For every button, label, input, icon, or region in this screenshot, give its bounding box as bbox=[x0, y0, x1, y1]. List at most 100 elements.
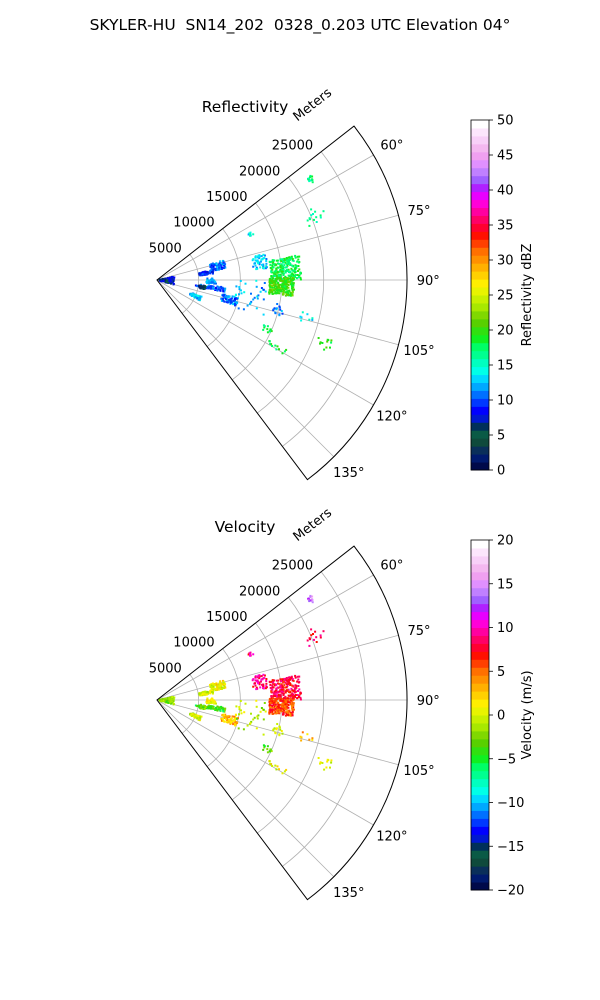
echo-cell bbox=[298, 694, 301, 697]
echo-cell bbox=[209, 683, 211, 686]
echo-cell bbox=[230, 297, 233, 300]
echo-cell bbox=[273, 705, 276, 708]
echo-cell bbox=[277, 259, 279, 262]
echo-cell bbox=[237, 717, 239, 720]
echo-cell bbox=[222, 717, 224, 720]
echo-cell bbox=[273, 286, 276, 289]
echo-cell bbox=[319, 216, 322, 219]
echo-cell bbox=[212, 265, 215, 268]
echo-cell bbox=[210, 698, 212, 701]
polar-frame bbox=[156, 125, 408, 481]
echo-cell bbox=[222, 263, 225, 266]
echo-cell bbox=[319, 634, 322, 637]
echo-cell bbox=[311, 181, 314, 184]
echo-cell bbox=[293, 695, 296, 697]
echo-cell bbox=[270, 288, 273, 291]
echo-cell bbox=[325, 766, 328, 769]
colorbar-tick-label: 0 bbox=[497, 709, 505, 724]
echo-cell bbox=[232, 719, 235, 722]
echo-cell bbox=[196, 705, 199, 708]
echo-cell bbox=[290, 714, 292, 717]
echo-cell bbox=[191, 713, 194, 715]
echo-cell bbox=[254, 682, 256, 685]
echo-cell bbox=[268, 760, 271, 763]
echo-cell bbox=[282, 689, 285, 692]
echo-cell bbox=[167, 701, 170, 704]
echo-cell bbox=[257, 254, 260, 257]
radial-axis-label: Meters bbox=[291, 85, 335, 124]
echo-cell bbox=[203, 708, 206, 710]
echo-cell bbox=[263, 674, 266, 677]
echo-cell bbox=[307, 598, 310, 601]
echo-cell bbox=[262, 298, 265, 301]
echo-cell bbox=[265, 686, 268, 689]
echo-cell bbox=[286, 703, 289, 706]
echo-cell bbox=[209, 285, 212, 288]
grid-spoke bbox=[156, 699, 399, 766]
echo-cell bbox=[218, 706, 221, 709]
echo-cell bbox=[215, 262, 218, 265]
echo-cell bbox=[284, 261, 287, 264]
echo-cell bbox=[294, 691, 296, 694]
echo-cell bbox=[199, 707, 202, 710]
echo-cell bbox=[286, 684, 289, 687]
echo-cell bbox=[235, 297, 238, 300]
colorbar-segment bbox=[471, 802, 489, 811]
echo-cell bbox=[217, 268, 220, 271]
echo-cell bbox=[224, 266, 227, 269]
echo-cell bbox=[276, 271, 279, 274]
echo-cell bbox=[256, 255, 259, 258]
echo-cell bbox=[204, 270, 207, 273]
echo-cell bbox=[260, 680, 262, 683]
echo-cell bbox=[286, 690, 289, 692]
colorbar-segment bbox=[471, 318, 489, 328]
echo-cell bbox=[319, 341, 322, 344]
echo-cell bbox=[287, 683, 290, 686]
colorbar-segment bbox=[471, 786, 489, 796]
echo-cell bbox=[273, 285, 276, 288]
echo-cell bbox=[208, 700, 211, 703]
echo-cell bbox=[194, 284, 197, 287]
echo-cell bbox=[283, 264, 286, 267]
echo-cell bbox=[284, 691, 287, 694]
echo-cell bbox=[213, 264, 216, 266]
echo-cell bbox=[256, 717, 259, 720]
echo-cell bbox=[272, 704, 275, 707]
echo-cell bbox=[278, 725, 281, 728]
echo-cell bbox=[223, 296, 226, 299]
echo-cell bbox=[276, 345, 279, 348]
echo-cell bbox=[243, 711, 246, 714]
echo-cell bbox=[322, 210, 325, 213]
echo-cell bbox=[279, 277, 282, 280]
echo-cell bbox=[272, 283, 275, 286]
echo-cell bbox=[254, 256, 257, 259]
grid-spoke bbox=[156, 279, 399, 346]
echo-cell bbox=[219, 264, 222, 267]
echo-cell bbox=[171, 276, 174, 278]
echo-cell bbox=[270, 277, 273, 280]
echo-cell bbox=[312, 633, 314, 635]
echo-cell bbox=[297, 685, 300, 687]
echo-cell bbox=[277, 274, 280, 277]
echo-cell bbox=[252, 685, 255, 688]
colorbar-tick-label: 10 bbox=[497, 621, 514, 636]
echo-cell bbox=[219, 260, 222, 263]
echo-cell bbox=[294, 271, 296, 274]
colorbar-segment bbox=[471, 382, 489, 391]
echo-cell bbox=[214, 280, 217, 283]
echo-cell bbox=[221, 714, 224, 717]
colorbar-tick-label: 35 bbox=[497, 219, 514, 234]
radial-tick-label: 10000 bbox=[173, 216, 214, 231]
echo-cell bbox=[278, 686, 281, 689]
echo-cell bbox=[276, 765, 279, 768]
echo-cell bbox=[196, 297, 199, 300]
echo-cell bbox=[197, 714, 200, 717]
echo-cell bbox=[265, 266, 268, 269]
echo-cell bbox=[280, 680, 283, 683]
echo-cell bbox=[285, 679, 288, 682]
echo-cell bbox=[277, 694, 280, 697]
echo-cell bbox=[311, 601, 314, 604]
echo-cell bbox=[262, 673, 265, 676]
echo-cell bbox=[284, 714, 287, 717]
echo-cell bbox=[275, 705, 278, 708]
